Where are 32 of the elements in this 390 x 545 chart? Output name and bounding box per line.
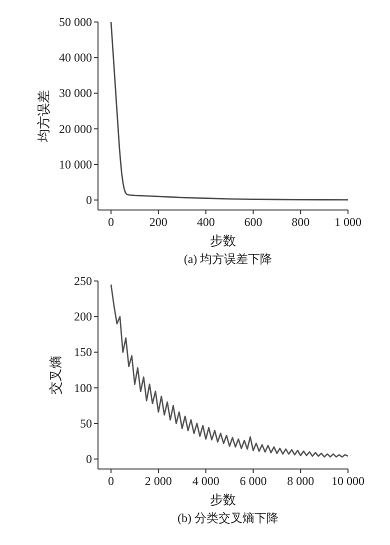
x-tick-label: 800 [292, 215, 310, 229]
y-tick-label: 200 [74, 310, 92, 324]
x-tick-label: 600 [244, 215, 262, 229]
x-tick-label: 400 [196, 215, 215, 229]
x-axis-title: 步数 [210, 233, 236, 248]
x-tick-label: 0 [108, 474, 114, 488]
y-tick-label: 40 000 [59, 50, 92, 65]
y-tick-label: 150 [74, 345, 92, 360]
x-tick-label: 8 000 [287, 474, 314, 488]
y-tick-label: 50 [80, 416, 92, 430]
text: (a) 均方误差下降 [184, 252, 272, 266]
x-axis-title: 步数 [210, 492, 236, 507]
x-tick-label: 200 [149, 215, 168, 229]
line-series [110, 21, 349, 201]
x-tick-label: 6 000 [240, 474, 267, 488]
y-tick-label: 100 [74, 380, 92, 395]
y-tick-label: 30 000 [59, 86, 92, 100]
y-axis-title: 交叉熵 [48, 356, 63, 394]
x-tick-label: 2 000 [144, 474, 172, 488]
y-tick-label: 250 [74, 274, 92, 288]
y-tick-label: 10 000 [59, 157, 92, 172]
y-tick-label: 20 000 [59, 122, 92, 136]
y-tick-label: 50 000 [59, 15, 92, 29]
y-axis-title: 均方误差 [36, 90, 51, 143]
x-tick-label: 10 000 [332, 474, 364, 488]
line-series [110, 284, 349, 458]
x-tick-label: 1 000 [334, 215, 362, 229]
text: (b) 分类交叉熵下降 [178, 511, 278, 525]
y-tick-label: 0 [86, 452, 92, 466]
x-tick-label: 4 000 [192, 474, 220, 488]
y-tick-label: 0 [86, 193, 92, 208]
x-tick-label: 0 [108, 215, 114, 229]
